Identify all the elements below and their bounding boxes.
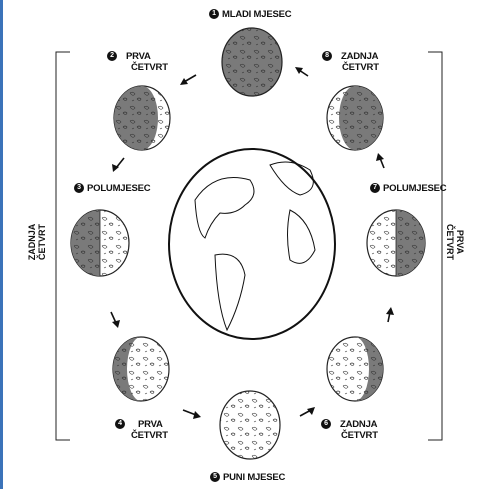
- phase-number-6: 6: [321, 419, 331, 430]
- side-label-left: ZADNJA ČETVRT: [27, 223, 47, 261]
- label-phase-1: 1 MLADI MJESEC: [209, 9, 292, 20]
- moon-waxing-crescent: [113, 85, 171, 151]
- phase-number-5: 5: [210, 472, 220, 483]
- label-phase-8: 8 ZADNJA ČETVRT: [322, 51, 379, 73]
- label-phase-4: 4 PRVA ČETVRT: [115, 419, 168, 441]
- right-bracket: [428, 51, 443, 441]
- arrow-3-to-4: [110, 311, 120, 328]
- side-label-right: PRVA ČETVRT: [445, 224, 465, 260]
- phase-number-8: 8: [322, 51, 332, 62]
- phase-number-7: 7: [370, 183, 380, 194]
- left-edge-line: [0, 0, 3, 489]
- label-phase-2: 2 PRVA ČETVRT: [107, 51, 168, 73]
- arrow-8-to-1: [295, 67, 309, 77]
- moon-last-quarter: [366, 209, 426, 277]
- phase-number-4: 4: [115, 419, 125, 430]
- arrow-5-to-6: [299, 407, 315, 417]
- phase-number-3: 3: [74, 183, 84, 194]
- arrow-6-to-7: [386, 307, 394, 323]
- arrow-7-to-8: [376, 153, 385, 169]
- left-bracket: [55, 51, 70, 441]
- label-phase-6: 6 ZADNJA ČETVRT: [321, 419, 378, 441]
- moon-new: [221, 27, 283, 97]
- moon-full: [219, 390, 281, 460]
- arrow-2-to-3: [112, 157, 125, 172]
- moon-waning-gibbous: [326, 336, 384, 402]
- arrow-1-to-2: [180, 74, 197, 85]
- phase-number-2: 2: [107, 51, 117, 62]
- label-phase-3: 3 POLUMJESEC: [74, 183, 151, 194]
- label-phase-5: 5 PUNI MJESEC: [210, 472, 285, 483]
- moon-waxing-gibbous: [112, 336, 170, 402]
- earth-globe: [168, 148, 336, 340]
- moon-waning-crescent: [326, 85, 384, 151]
- arrow-4-to-5: [182, 409, 201, 419]
- label-phase-7: 7 POLUMJESEC: [370, 183, 447, 194]
- phase-number-1: 1: [209, 9, 219, 20]
- moon-first-quarter: [70, 209, 130, 277]
